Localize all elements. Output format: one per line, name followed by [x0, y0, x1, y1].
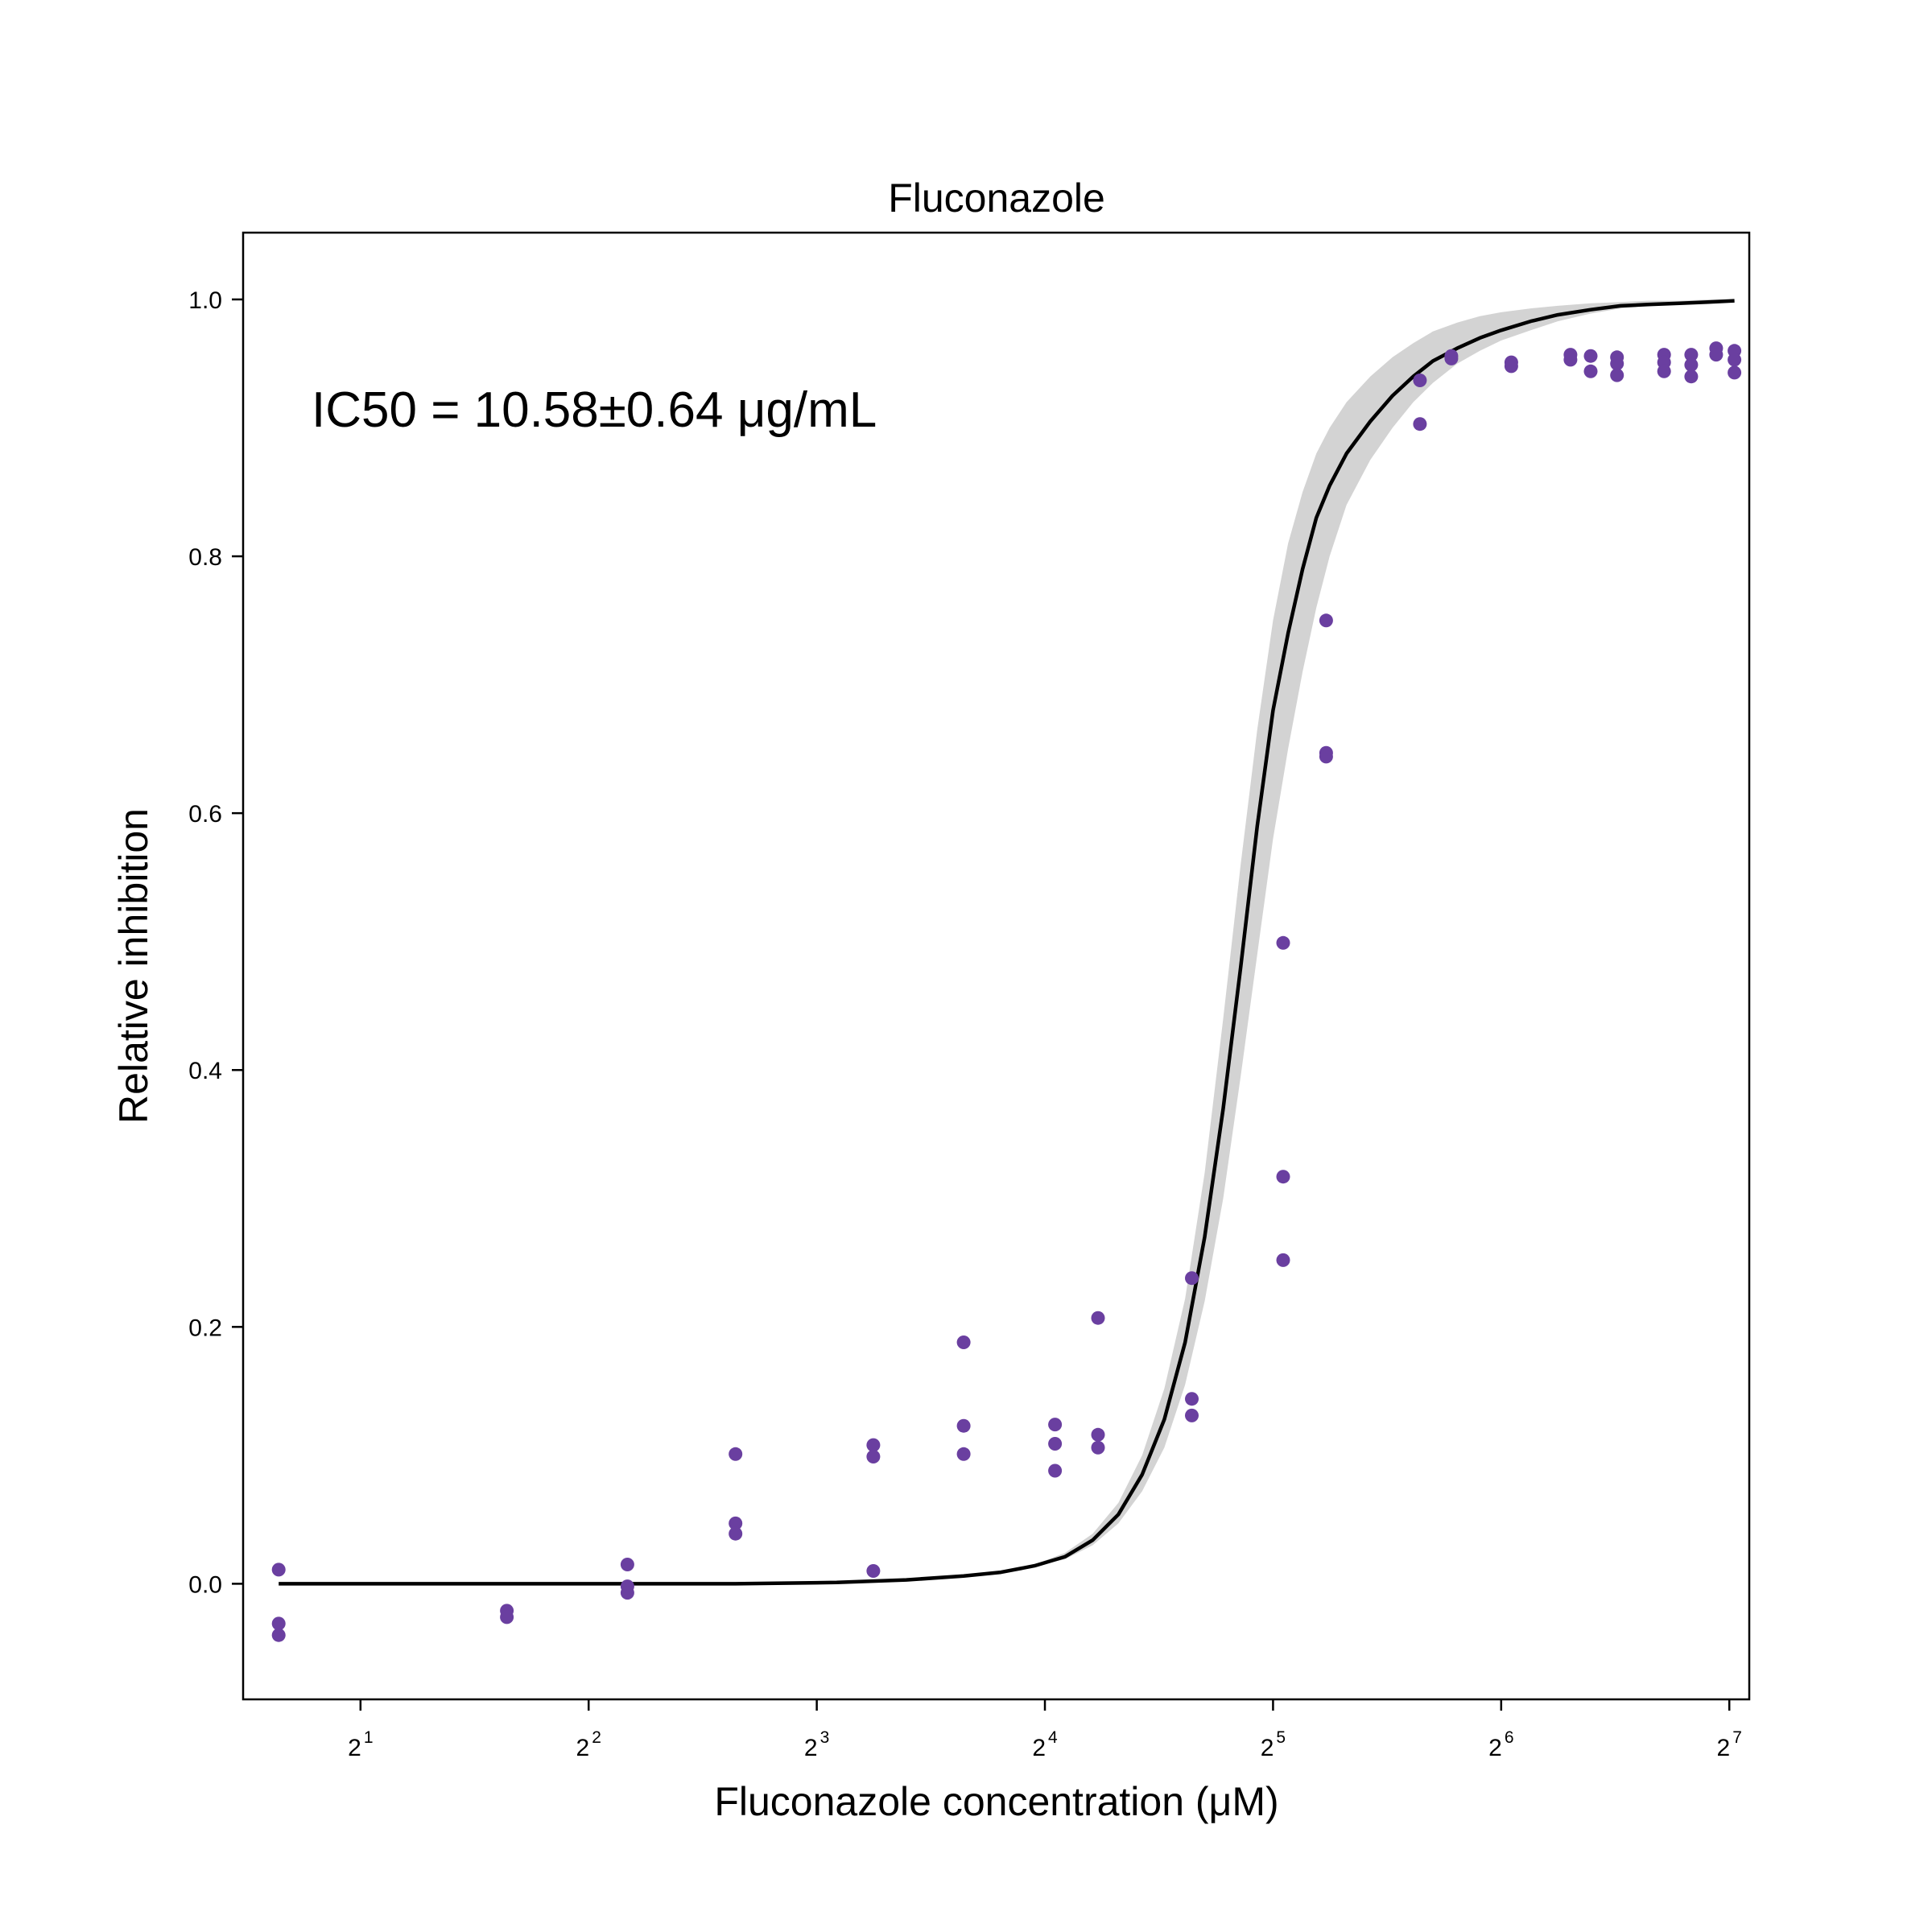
data-point — [1185, 1392, 1199, 1406]
data-point — [1048, 1437, 1063, 1451]
data-points — [271, 341, 1742, 1642]
data-point — [1413, 417, 1427, 431]
data-point — [1091, 1440, 1105, 1455]
data-point — [956, 1447, 971, 1461]
x-axis-label: Fluconazole concentration (μM) — [714, 1779, 1278, 1824]
data-point — [1610, 368, 1624, 382]
data-point — [1091, 1311, 1105, 1325]
data-point — [1563, 353, 1578, 367]
fit-line — [279, 299, 1735, 1586]
data-point — [1684, 348, 1699, 362]
data-point — [271, 1616, 286, 1631]
fit-curve — [279, 299, 1735, 1586]
data-point — [1319, 613, 1333, 628]
data-point — [620, 1586, 634, 1600]
data-point — [1276, 1253, 1290, 1267]
data-point — [956, 1335, 971, 1349]
data-point — [1413, 374, 1427, 387]
data-point — [1728, 353, 1742, 367]
ic50-annotation: IC50 = 10.58±0.64 μg/mL — [312, 382, 877, 438]
data-point — [1684, 357, 1699, 372]
data-point — [1048, 1418, 1063, 1432]
data-point — [866, 1450, 881, 1463]
y-tick-label: 0.8 — [188, 544, 222, 571]
data-point — [1657, 364, 1671, 378]
data-point — [1091, 1427, 1105, 1442]
data-point — [866, 1438, 881, 1452]
y-tick-label: 1.0 — [188, 287, 222, 314]
y-tick-label: 0.2 — [188, 1315, 222, 1341]
data-point — [1276, 935, 1290, 950]
data-point — [271, 1628, 286, 1642]
y-axis-ticks: 0.0 0.2 0.4 0.6 0.8 1.0 — [188, 287, 243, 1598]
data-point — [1684, 369, 1699, 384]
data-point — [1583, 364, 1598, 378]
data-point — [1583, 349, 1598, 363]
data-point — [1709, 348, 1724, 362]
data-point — [866, 1564, 881, 1578]
data-point — [1504, 359, 1518, 374]
data-point — [1319, 749, 1333, 764]
data-point — [1728, 365, 1742, 380]
data-point — [620, 1558, 634, 1571]
y-tick-label: 0.0 — [188, 1571, 222, 1598]
chart-title: Fluconazole — [888, 175, 1105, 221]
data-point — [1276, 1170, 1290, 1184]
plot-area-frame — [242, 231, 1751, 1701]
data-point — [500, 1610, 514, 1624]
data-point — [1185, 1271, 1199, 1286]
data-point — [1610, 357, 1624, 371]
data-point — [729, 1447, 743, 1461]
data-point — [271, 1563, 286, 1577]
y-tick-label: 0.4 — [188, 1058, 222, 1084]
y-axis-label: Relative inhibition — [111, 808, 156, 1124]
data-point — [1048, 1463, 1063, 1478]
data-point — [729, 1516, 743, 1530]
data-point — [1185, 1408, 1199, 1422]
data-point — [956, 1418, 971, 1433]
y-tick-label: 0.6 — [188, 801, 222, 828]
data-point — [729, 1526, 743, 1541]
data-point — [1444, 351, 1459, 365]
